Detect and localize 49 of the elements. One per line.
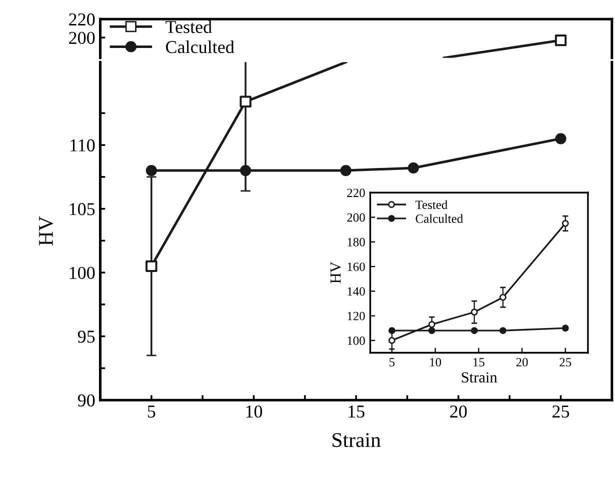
point: [470, 308, 478, 316]
x-tick-label: 25: [552, 406, 570, 418]
point: [408, 162, 419, 174]
y-tick-label: 95: [78, 330, 95, 343]
x-tick-label: 10: [246, 405, 262, 418]
y-tick-label: 200: [347, 213, 365, 222]
point: [470, 327, 478, 334]
point: [555, 133, 566, 144]
y-tick-label: 110: [70, 139, 95, 152]
point: [146, 164, 157, 176]
y-tick-label: 180: [348, 238, 365, 246]
x-tick-label: 10: [430, 358, 442, 366]
point: [499, 327, 506, 334]
legend-label: Calculted: [166, 40, 234, 54]
x-tick-label: 15: [474, 358, 484, 366]
point: [499, 294, 506, 301]
point: [388, 336, 396, 344]
x-tick-label: 25: [560, 358, 572, 366]
point: [388, 327, 396, 334]
x-tick-label: 20: [516, 358, 528, 366]
y-tick-label: 160: [348, 262, 365, 271]
x-tick-label: 5: [390, 358, 395, 366]
point: [562, 220, 569, 227]
legend-label: Tested: [415, 200, 448, 210]
point: [240, 96, 252, 108]
x-axis-title: Strain: [462, 372, 498, 382]
legend-label: Tested: [166, 20, 212, 34]
x-tick-label: 5: [148, 406, 156, 418]
point: [428, 320, 436, 328]
y-tick-label: 220: [69, 13, 95, 26]
x-axis-title: Strain: [332, 433, 381, 448]
y-tick-label: 90: [78, 394, 95, 407]
y-tick-label: 100: [70, 266, 95, 279]
y-tick-label: 140: [348, 287, 365, 296]
y-axis-title: HV: [330, 262, 341, 284]
y-tick-label: 220: [347, 188, 365, 198]
y-tick-label: 105: [70, 203, 95, 216]
y-axis-title: HV: [39, 216, 54, 246]
y-tick-label: 200: [69, 32, 95, 44]
x-tick-label: 15: [348, 406, 364, 418]
legend-label: Calculted: [416, 214, 463, 223]
y-tick-label: 120: [348, 312, 365, 320]
point: [146, 260, 158, 272]
point: [562, 324, 569, 332]
point: [240, 164, 252, 176]
point: [340, 164, 352, 176]
y-tick-label: 100: [348, 336, 365, 345]
x-tick-label: 20: [450, 405, 467, 418]
point: [428, 327, 436, 334]
